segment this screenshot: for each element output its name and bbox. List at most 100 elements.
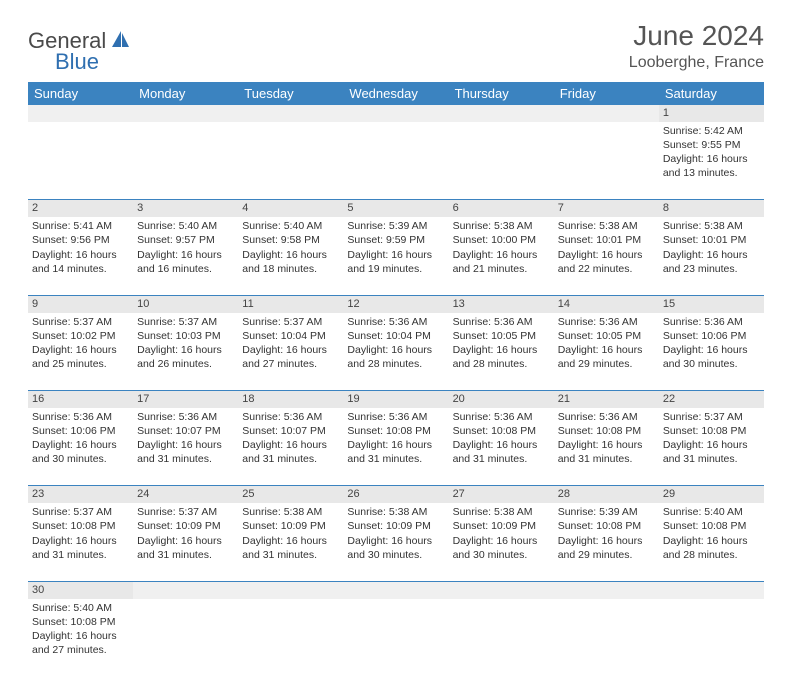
day-number-cell: [343, 105, 448, 122]
day-number-row: 30: [28, 581, 764, 598]
day-content: Sunrise: 5:39 AMSunset: 9:59 PMDaylight:…: [347, 219, 444, 276]
day-content: Sunrise: 5:40 AMSunset: 9:58 PMDaylight:…: [242, 219, 339, 276]
day-content: Sunrise: 5:36 AMSunset: 10:08 PMDaylight…: [347, 410, 444, 467]
day-cell: [343, 122, 448, 200]
weekday-header: Tuesday: [238, 82, 343, 105]
day-number-cell: 5: [343, 200, 448, 217]
day-number-cell: 14: [554, 295, 659, 312]
day-cell: Sunrise: 5:41 AMSunset: 9:56 PMDaylight:…: [28, 217, 133, 295]
day-content: Sunrise: 5:36 AMSunset: 10:05 PMDaylight…: [558, 315, 655, 372]
day-number-cell: 24: [133, 486, 238, 503]
day-cell: Sunrise: 5:37 AMSunset: 10:04 PMDaylight…: [238, 313, 343, 391]
day-content: Sunrise: 5:38 AMSunset: 10:00 PMDaylight…: [453, 219, 550, 276]
day-number-cell: 7: [554, 200, 659, 217]
day-cell: [238, 122, 343, 200]
weekday-header: Friday: [554, 82, 659, 105]
day-number-cell: 30: [28, 581, 133, 598]
day-content: Sunrise: 5:42 AMSunset: 9:55 PMDaylight:…: [663, 124, 760, 181]
day-number-cell: 17: [133, 391, 238, 408]
week-row: Sunrise: 5:36 AMSunset: 10:06 PMDaylight…: [28, 408, 764, 486]
weekday-header: Wednesday: [343, 82, 448, 105]
day-number-cell: 25: [238, 486, 343, 503]
day-cell: Sunrise: 5:38 AMSunset: 10:01 PMDaylight…: [659, 217, 764, 295]
day-cell: [133, 599, 238, 677]
day-cell: [449, 122, 554, 200]
day-content: Sunrise: 5:36 AMSunset: 10:07 PMDaylight…: [242, 410, 339, 467]
day-number-cell: 23: [28, 486, 133, 503]
day-number-cell: 9: [28, 295, 133, 312]
day-number-cell: 18: [238, 391, 343, 408]
day-number-row: 9101112131415: [28, 295, 764, 312]
day-content: Sunrise: 5:36 AMSunset: 10:07 PMDaylight…: [137, 410, 234, 467]
day-number-cell: 16: [28, 391, 133, 408]
day-content: Sunrise: 5:40 AMSunset: 9:57 PMDaylight:…: [137, 219, 234, 276]
title-block: June 2024 Looberghe, France: [629, 20, 764, 72]
day-cell: Sunrise: 5:42 AMSunset: 9:55 PMDaylight:…: [659, 122, 764, 200]
day-content: Sunrise: 5:37 AMSunset: 10:08 PMDaylight…: [663, 410, 760, 467]
day-cell: Sunrise: 5:38 AMSunset: 10:09 PMDaylight…: [238, 503, 343, 581]
weekday-header: Thursday: [449, 82, 554, 105]
day-cell: [554, 122, 659, 200]
day-cell: Sunrise: 5:40 AMSunset: 10:08 PMDaylight…: [28, 599, 133, 677]
day-cell: [28, 122, 133, 200]
day-content: Sunrise: 5:38 AMSunset: 10:09 PMDaylight…: [453, 505, 550, 562]
weekday-header: Saturday: [659, 82, 764, 105]
day-content: Sunrise: 5:36 AMSunset: 10:06 PMDaylight…: [663, 315, 760, 372]
day-number-cell: 11: [238, 295, 343, 312]
day-cell: Sunrise: 5:36 AMSunset: 10:07 PMDaylight…: [133, 408, 238, 486]
day-cell: Sunrise: 5:37 AMSunset: 10:03 PMDaylight…: [133, 313, 238, 391]
day-number-row: 23242526272829: [28, 486, 764, 503]
day-number-cell: [133, 581, 238, 598]
day-number-cell: [238, 105, 343, 122]
month-title: June 2024: [629, 20, 764, 52]
day-cell: Sunrise: 5:38 AMSunset: 10:01 PMDaylight…: [554, 217, 659, 295]
day-content: Sunrise: 5:36 AMSunset: 10:06 PMDaylight…: [32, 410, 129, 467]
day-cell: Sunrise: 5:38 AMSunset: 10:09 PMDaylight…: [343, 503, 448, 581]
day-cell: Sunrise: 5:39 AMSunset: 10:08 PMDaylight…: [554, 503, 659, 581]
day-cell: Sunrise: 5:37 AMSunset: 10:08 PMDaylight…: [28, 503, 133, 581]
day-content: Sunrise: 5:39 AMSunset: 10:08 PMDaylight…: [558, 505, 655, 562]
day-number-cell: [449, 581, 554, 598]
location: Looberghe, France: [629, 54, 764, 72]
day-number-cell: 1: [659, 105, 764, 122]
calendar-table: SundayMondayTuesdayWednesdayThursdayFrid…: [28, 82, 764, 677]
day-number-cell: [659, 581, 764, 598]
day-content: Sunrise: 5:37 AMSunset: 10:09 PMDaylight…: [137, 505, 234, 562]
day-number-cell: 28: [554, 486, 659, 503]
day-cell: [133, 122, 238, 200]
day-number-cell: [133, 105, 238, 122]
day-cell: Sunrise: 5:36 AMSunset: 10:06 PMDaylight…: [659, 313, 764, 391]
day-content: Sunrise: 5:36 AMSunset: 10:08 PMDaylight…: [558, 410, 655, 467]
week-row: Sunrise: 5:41 AMSunset: 9:56 PMDaylight:…: [28, 217, 764, 295]
day-number-cell: [238, 581, 343, 598]
day-content: Sunrise: 5:36 AMSunset: 10:05 PMDaylight…: [453, 315, 550, 372]
day-cell: Sunrise: 5:38 AMSunset: 10:00 PMDaylight…: [449, 217, 554, 295]
weekday-header: Monday: [133, 82, 238, 105]
day-cell: Sunrise: 5:36 AMSunset: 10:08 PMDaylight…: [343, 408, 448, 486]
day-number-cell: [28, 105, 133, 122]
week-row: Sunrise: 5:37 AMSunset: 10:08 PMDaylight…: [28, 503, 764, 581]
logo-text-blue: Blue: [55, 49, 99, 74]
day-cell: Sunrise: 5:36 AMSunset: 10:05 PMDaylight…: [449, 313, 554, 391]
week-row: Sunrise: 5:40 AMSunset: 10:08 PMDaylight…: [28, 599, 764, 677]
day-cell: Sunrise: 5:36 AMSunset: 10:08 PMDaylight…: [554, 408, 659, 486]
day-cell: [659, 599, 764, 677]
weekday-header-row: SundayMondayTuesdayWednesdayThursdayFrid…: [28, 82, 764, 105]
day-number-row: 2345678: [28, 200, 764, 217]
day-content: Sunrise: 5:38 AMSunset: 10:01 PMDaylight…: [558, 219, 655, 276]
day-cell: Sunrise: 5:40 AMSunset: 10:08 PMDaylight…: [659, 503, 764, 581]
day-number-cell: [449, 105, 554, 122]
day-number-cell: 22: [659, 391, 764, 408]
weekday-header: Sunday: [28, 82, 133, 105]
week-row: Sunrise: 5:37 AMSunset: 10:02 PMDaylight…: [28, 313, 764, 391]
day-number-row: 16171819202122: [28, 391, 764, 408]
day-content: Sunrise: 5:38 AMSunset: 10:09 PMDaylight…: [347, 505, 444, 562]
day-cell: Sunrise: 5:40 AMSunset: 9:57 PMDaylight:…: [133, 217, 238, 295]
day-number-cell: 8: [659, 200, 764, 217]
day-number-cell: 15: [659, 295, 764, 312]
day-number-cell: [554, 105, 659, 122]
day-number-cell: [343, 581, 448, 598]
day-content: Sunrise: 5:37 AMSunset: 10:08 PMDaylight…: [32, 505, 129, 562]
day-number-cell: 21: [554, 391, 659, 408]
day-cell: Sunrise: 5:36 AMSunset: 10:06 PMDaylight…: [28, 408, 133, 486]
